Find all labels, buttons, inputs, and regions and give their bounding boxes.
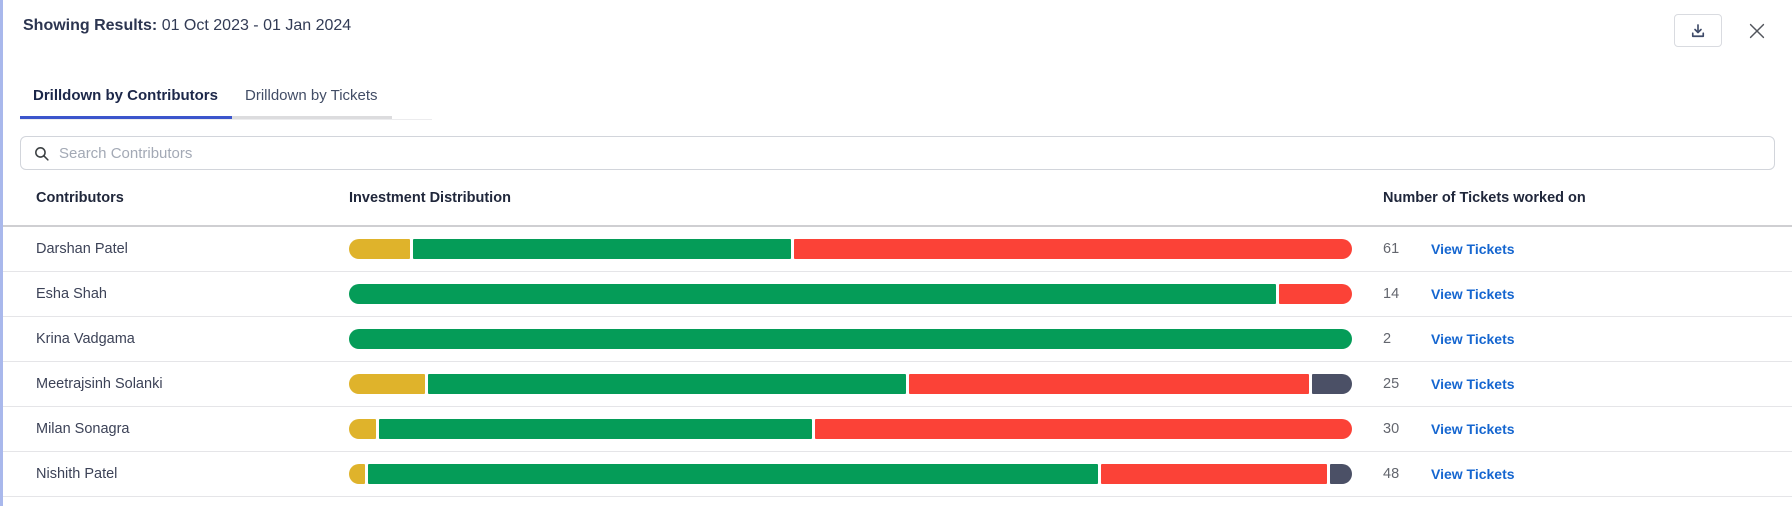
close-button[interactable] — [1744, 18, 1770, 44]
close-icon — [1746, 20, 1768, 42]
search-bar — [20, 136, 1775, 170]
table-row: Krina Vadgama 2 View Tickets — [3, 317, 1792, 362]
bar-segment-red — [793, 239, 1352, 259]
contributor-name: Milan Sonagra — [36, 421, 130, 437]
bar-segment-slate — [1330, 464, 1352, 484]
bar-segment-red — [909, 374, 1310, 394]
contributor-name: Meetrajsinh Solanki — [36, 376, 163, 392]
download-button[interactable] — [1674, 14, 1722, 47]
bar-segment-green — [413, 239, 791, 259]
table-row: Meetrajsinh Solanki 25 View Tickets — [3, 362, 1792, 407]
bar-segment-red — [1279, 284, 1352, 304]
tab-label: Drilldown by Tickets — [245, 87, 378, 104]
investment-distribution-bar — [349, 284, 1352, 304]
bar-segment-yellow — [349, 374, 425, 394]
view-tickets-link[interactable]: View Tickets — [1431, 240, 1515, 257]
tickets-count: 61 — [1383, 241, 1400, 257]
search-input[interactable] — [59, 144, 1762, 162]
tab-drilldown-by-tickets[interactable]: Drilldown by Tickets — [232, 77, 392, 119]
tickets-count: 2 — [1383, 331, 1392, 347]
tickets-count: 48 — [1383, 466, 1400, 482]
showing-results-text: Showing Results: 01 Oct 2023 - 01 Jan 20… — [23, 14, 351, 35]
contributor-name: Darshan Patel — [36, 241, 128, 257]
tickets-count: 30 — [1383, 421, 1400, 437]
bar-segment-green — [378, 419, 812, 439]
column-header-contributors: Contributors — [36, 189, 124, 206]
view-tickets-link[interactable]: View Tickets — [1431, 330, 1515, 347]
bar-segment-green — [349, 284, 1276, 304]
bar-segment-green — [349, 329, 1352, 349]
table-row: Darshan Patel 61 View Tickets — [3, 227, 1792, 272]
tickets-count: 25 — [1383, 376, 1400, 392]
tab-drilldown-by-contributors[interactable]: Drilldown by Contributors — [20, 77, 232, 119]
bar-segment-green — [427, 374, 907, 394]
contributor-name: Nishith Patel — [36, 466, 118, 482]
view-tickets-link[interactable]: View Tickets — [1431, 465, 1515, 482]
tickets-count: 14 — [1383, 286, 1400, 302]
view-tickets-link[interactable]: View Tickets — [1431, 285, 1515, 302]
bar-segment-yellow — [349, 239, 411, 259]
investment-distribution-bar — [349, 239, 1352, 259]
investment-distribution-bar — [349, 329, 1352, 349]
column-header-tickets-worked-on: Number of Tickets worked on — [1383, 189, 1586, 206]
tab-bar: Drilldown by Contributors Drilldown by T… — [20, 77, 432, 120]
table-header-row: Contributors Investment Distribution Num… — [3, 170, 1792, 227]
investment-distribution-bar — [349, 464, 1352, 484]
header-actions — [1674, 14, 1770, 47]
bar-segment-green — [367, 464, 1099, 484]
bar-segment-slate — [1312, 374, 1352, 394]
bar-segment-red — [1101, 464, 1328, 484]
tab-label: Drilldown by Contributors — [33, 87, 218, 104]
search-icon — [33, 145, 50, 162]
table-row: Esha Shah 14 View Tickets — [3, 272, 1792, 317]
contributor-name: Krina Vadgama — [36, 331, 135, 347]
table-body: Darshan Patel 61 View Tickets Esha Shah … — [3, 227, 1792, 497]
showing-results-label: Showing Results: — [23, 17, 158, 34]
investment-distribution-bar — [349, 419, 1353, 439]
table-row: Milan Sonagra 30 View Tickets — [3, 407, 1792, 452]
bar-segment-yellow — [349, 419, 376, 439]
view-tickets-link[interactable]: View Tickets — [1431, 375, 1515, 392]
table-row: Nishith Patel 48 View Tickets — [3, 452, 1792, 497]
view-tickets-link[interactable]: View Tickets — [1431, 420, 1515, 437]
panel-header: Showing Results: 01 Oct 2023 - 01 Jan 20… — [3, 0, 1792, 47]
bar-segment-yellow — [349, 464, 365, 484]
bar-segment-red — [814, 419, 1353, 439]
column-header-investment-distribution: Investment Distribution — [349, 189, 511, 206]
contributor-name: Esha Shah — [36, 286, 107, 302]
download-icon — [1689, 22, 1707, 40]
date-range-value: 01 Oct 2023 - 01 Jan 2024 — [161, 17, 352, 34]
investment-distribution-bar — [349, 374, 1352, 394]
